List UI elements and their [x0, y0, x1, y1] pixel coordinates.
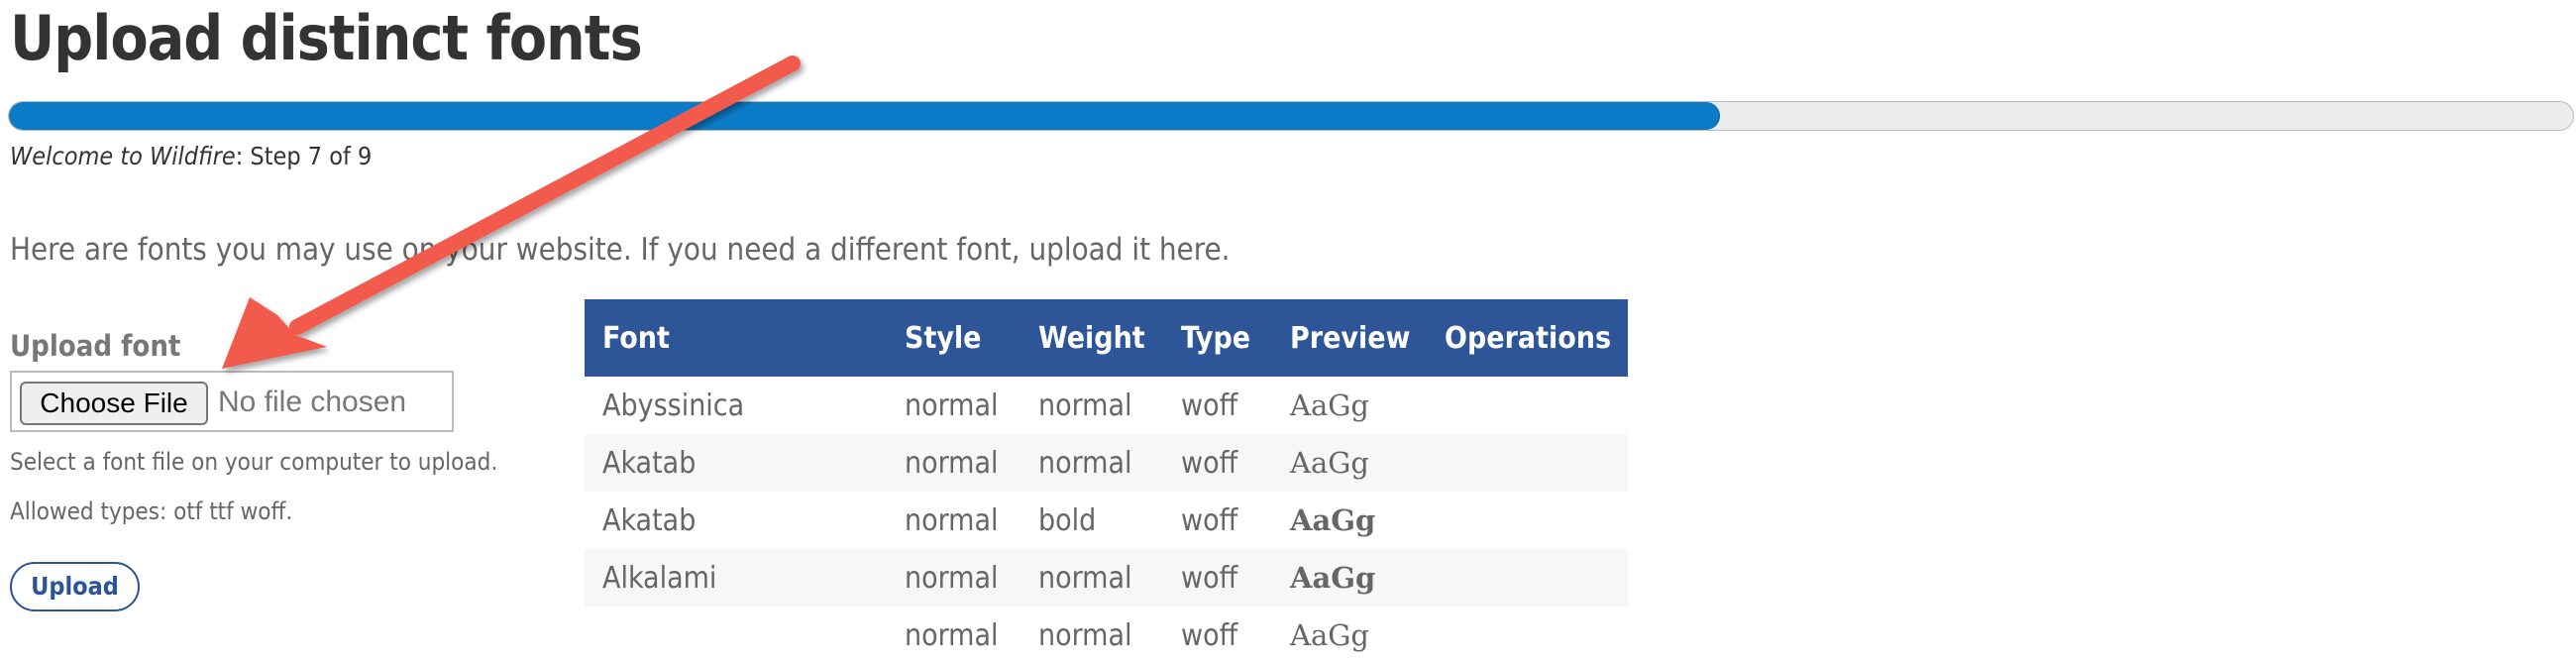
col-style: Style — [905, 299, 1038, 377]
file-input[interactable]: Choose File No file chosen — [10, 371, 454, 432]
table-header-row: Font Style Weight Type Preview Operation… — [585, 299, 1628, 377]
cell-style: normal — [905, 549, 1038, 607]
cell-operations — [1445, 549, 1628, 607]
cell-weight: normal — [1038, 387, 1132, 423]
col-operations: Operations — [1445, 299, 1628, 377]
cell-style: normal — [905, 434, 1038, 492]
col-weight: Weight — [1038, 299, 1181, 377]
file-status: No file chosen — [218, 386, 407, 418]
step-text: : Step 7 of 9 — [235, 142, 373, 170]
cell-type: woff — [1181, 387, 1238, 423]
cell-preview: AaGg — [1290, 434, 1445, 492]
col-preview: Preview — [1290, 299, 1445, 377]
fonts-table: Font Style Weight Type Preview Operation… — [585, 299, 1628, 664]
cell-font: Akatab — [602, 502, 697, 538]
cell-font: Abyssinica — [602, 387, 745, 423]
cell-style: normal — [905, 502, 999, 538]
step-site-name: Welcome to Wildfire — [10, 142, 236, 170]
intro-text: Here are fonts you may use on your websi… — [10, 232, 1231, 268]
col-font: Font — [585, 299, 905, 377]
table-row: Akatab normal bold woff AaGg — [585, 492, 1628, 549]
arrow-annotation-icon — [222, 55, 801, 369]
cell-type: woff — [1181, 434, 1290, 492]
progress-fill — [9, 102, 1721, 130]
cell-weight: bold — [1038, 502, 1097, 538]
cell-type: woff — [1181, 502, 1238, 538]
cell-operations — [1445, 434, 1628, 492]
upload-help-text: Select a font file on your computer to u… — [10, 448, 498, 476]
table-row: Akatab normal normal woff AaGg — [585, 434, 1628, 492]
table-row: Abyssinica normal normal woff AaGg — [585, 377, 1628, 434]
cell-style: normal — [905, 387, 999, 423]
cell-weight: normal — [1038, 434, 1181, 492]
allowed-types-text: Allowed types: otf ttf woff. — [10, 498, 293, 525]
cell-type: woff — [1181, 549, 1290, 607]
progress-bar — [8, 101, 2574, 131]
cell-preview: AaGg — [1290, 388, 1369, 422]
upload-font-label: Upload font — [10, 329, 181, 363]
page-title: Upload distinct fonts — [10, 2, 643, 74]
step-indicator: Welcome to Wildfire: Step 7 of 9 — [10, 142, 372, 170]
table-row: Alkalami normal normal woff AaGg — [585, 549, 1628, 607]
upload-button[interactable]: Upload — [10, 562, 140, 611]
cell-font: Akatab — [585, 434, 905, 492]
cell-preview: AaGg — [1290, 503, 1376, 537]
choose-file-button[interactable]: Choose File — [20, 382, 208, 425]
cell-font: Alkalami — [585, 549, 905, 607]
cell-preview: AaGg — [1290, 549, 1445, 607]
cell-weight: normal — [1038, 549, 1181, 607]
col-type: Type — [1181, 299, 1290, 377]
